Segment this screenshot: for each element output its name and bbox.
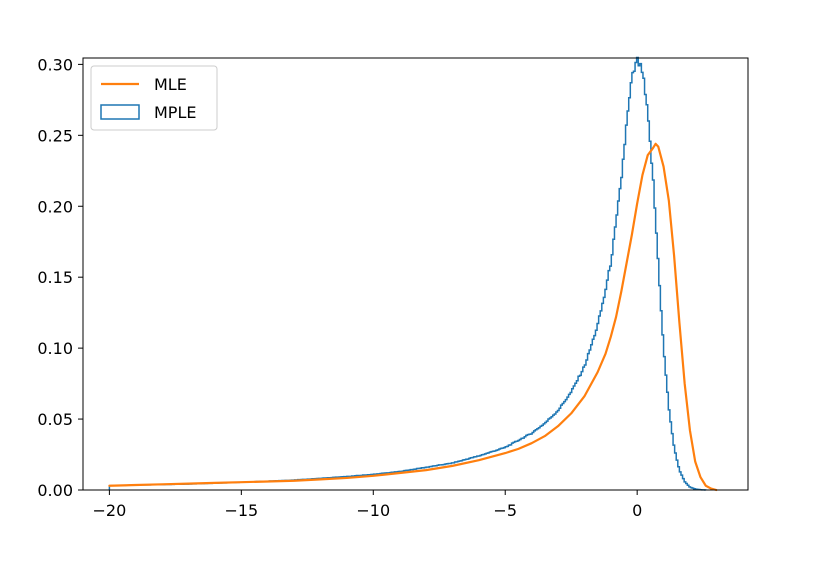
legend-label-mle: MLE — [154, 75, 187, 94]
x-tick-label: −5 — [493, 501, 517, 520]
y-tick-label: 0.25 — [37, 126, 73, 145]
axes-frame — [82, 57, 749, 491]
x-tick-label: −20 — [93, 501, 127, 520]
y-tick-label: 0.10 — [37, 339, 73, 358]
x-tick-label: −10 — [356, 501, 390, 520]
x-tick-label: −15 — [224, 501, 258, 520]
legend-swatch-mple — [100, 104, 140, 120]
legend-box — [90, 65, 218, 131]
legend-label-mple: MPLE — [154, 103, 196, 122]
y-tick-label: 0.15 — [37, 268, 73, 287]
x-tick-label: 0 — [632, 501, 642, 520]
y-tick-label: 0.00 — [37, 481, 73, 500]
series-mle-line — [108, 142, 718, 492]
y-tick-label: 0.30 — [37, 55, 73, 74]
legend: MLE MPLE — [90, 65, 218, 131]
axes: −20 −15 −10 −5 0 0.00 0.05 0.10 0.15 0.20 0.25 0.30 — [37, 55, 749, 520]
series-layer — [108, 56, 718, 492]
y-tick-label: 0.20 — [37, 197, 73, 216]
y-tick-label: 0.05 — [37, 410, 73, 429]
